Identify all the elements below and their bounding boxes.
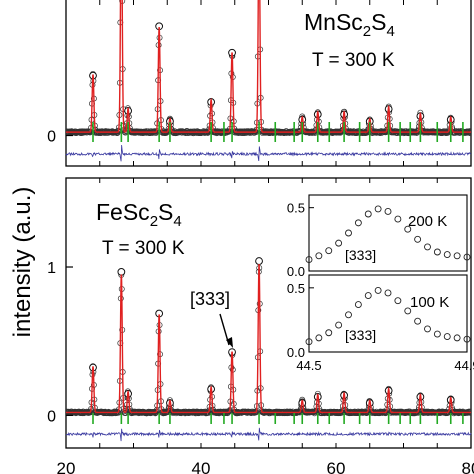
inset-data-point [315,252,323,260]
bottom-compound-sub1: 2 [150,213,158,230]
peak-333-arrowhead [226,337,233,348]
x-tick-label: 80 [462,459,474,474]
y-tick-label: 0 [47,408,56,425]
inset-data-point [433,330,441,338]
panel-top-plot: 0 [47,0,472,166]
bottom-compound-mid: S [158,199,173,225]
inset-data-point [384,289,392,297]
bragg-reflection-ticks [92,122,464,142]
inset-100k: 0.0 0.5 44.5 44.9 100 K [333] [287,274,474,373]
inset-200k-plot: 0.0 0.5 [287,201,471,279]
observed-point [466,128,471,135]
bottom-compound-label: FeSc2S4 [96,199,182,230]
y-tick-label: 1 [47,260,56,277]
inset-x-tick-label: 44.5 [296,358,321,373]
inset-data-point [453,252,461,260]
inset-data-point [315,334,323,342]
inset-data-point [414,235,422,243]
inset-100k-annotation: [333] [345,327,376,343]
inset-data-point [364,210,372,218]
top-compound-mid: S [371,9,386,35]
x-tick-label: 60 [327,459,346,474]
difference-curve [65,144,472,162]
inset-200k: 0.0 0.5 200 K [333] [287,194,471,279]
plot-area-top [66,0,471,137]
inset-data-point [443,251,451,258]
peak-333-annotation: [333] [190,289,230,309]
x-tick-label: 40 [192,459,211,474]
observed-point [347,128,354,135]
inset-data-point [463,253,471,261]
bottom-compound-main: FeSc [96,199,150,225]
x-tick-label: 20 [57,459,76,474]
inset-data-point [335,239,343,247]
peak-top-point [117,267,126,276]
inset-100k-temperature: 100 K [410,294,449,311]
inset-200k-temperature: 200 K [408,213,447,230]
inset-data-point [335,321,343,329]
inset-x-tick-label: 44.9 [454,358,474,373]
bottom-temperature-label: T = 300 K [102,238,185,259]
y-tick-label: 0 [47,129,56,146]
inset-data-point [345,229,352,237]
observed-points [66,0,471,137]
inset-data-point [463,335,471,343]
top-compound-label: MnSc2S4 [304,9,395,40]
panel-bottom-plot: 0 1 20 40 60 80 [47,178,474,474]
inset-data-point [394,297,402,305]
panel-mnsc2s4: 0 MnSc2S4 T = 300 K [47,0,472,167]
top-temperature-label: T = 300 K [312,50,395,71]
inset-data-point [433,248,441,256]
observed-point [467,130,471,137]
peak-top-point [255,257,263,265]
inset-data-point [305,338,313,346]
inset-100k-frame [308,274,468,353]
inset-y-tick-label: 0.5 [287,201,305,216]
plot-area-bottom [66,257,471,417]
inset-data-point [354,301,362,308]
inset-data-point [325,247,333,255]
inset-data-point [325,329,333,337]
inset-data-point [374,286,382,294]
inset-data-point [414,317,422,325]
inset-data-point [424,243,431,251]
inset-data-point [354,219,362,227]
observed-point [274,408,281,415]
inset-data-point [364,292,372,299]
inset-data-point [443,333,451,341]
calculated-profile-line [66,0,471,133]
observed-point [226,408,232,415]
inset-data-point [453,334,461,342]
inset-y-tick-label: 0.5 [287,281,305,296]
inset-data-point [374,205,382,213]
top-compound-main: MnSc [304,9,363,35]
inset-data-point [404,307,412,315]
inset-data-point [424,325,431,333]
inset-data-point [404,225,412,233]
top-compound-sub2: 4 [386,23,394,40]
inset-data-point [384,208,392,215]
y-axis-label: intensity (a.u.) [9,187,36,338]
bottom-compound-sub2: 4 [173,213,181,230]
bragg-reflection-ticks [92,413,464,424]
difference-curve [65,427,472,442]
inset-200k-annotation: [333] [345,247,376,263]
inset-y-tick-label: 0.0 [287,345,305,360]
inset-data-point [345,311,352,319]
top-compound-sub1: 2 [363,23,371,40]
inset-100k-plot: 0.0 0.5 44.5 44.9 [287,281,474,373]
observed-point [215,408,222,415]
inset-data-point [305,256,313,264]
observed-point [152,410,159,417]
calculated-profile-line [66,263,471,414]
inset-200k-frame [308,194,468,272]
inset-data-point [394,215,402,223]
inset-y-tick-label: 0.0 [287,264,305,279]
panel-fesc2s4: 0 1 20 40 60 80 FeSc2S4 T = 300 K [333] [47,177,474,474]
